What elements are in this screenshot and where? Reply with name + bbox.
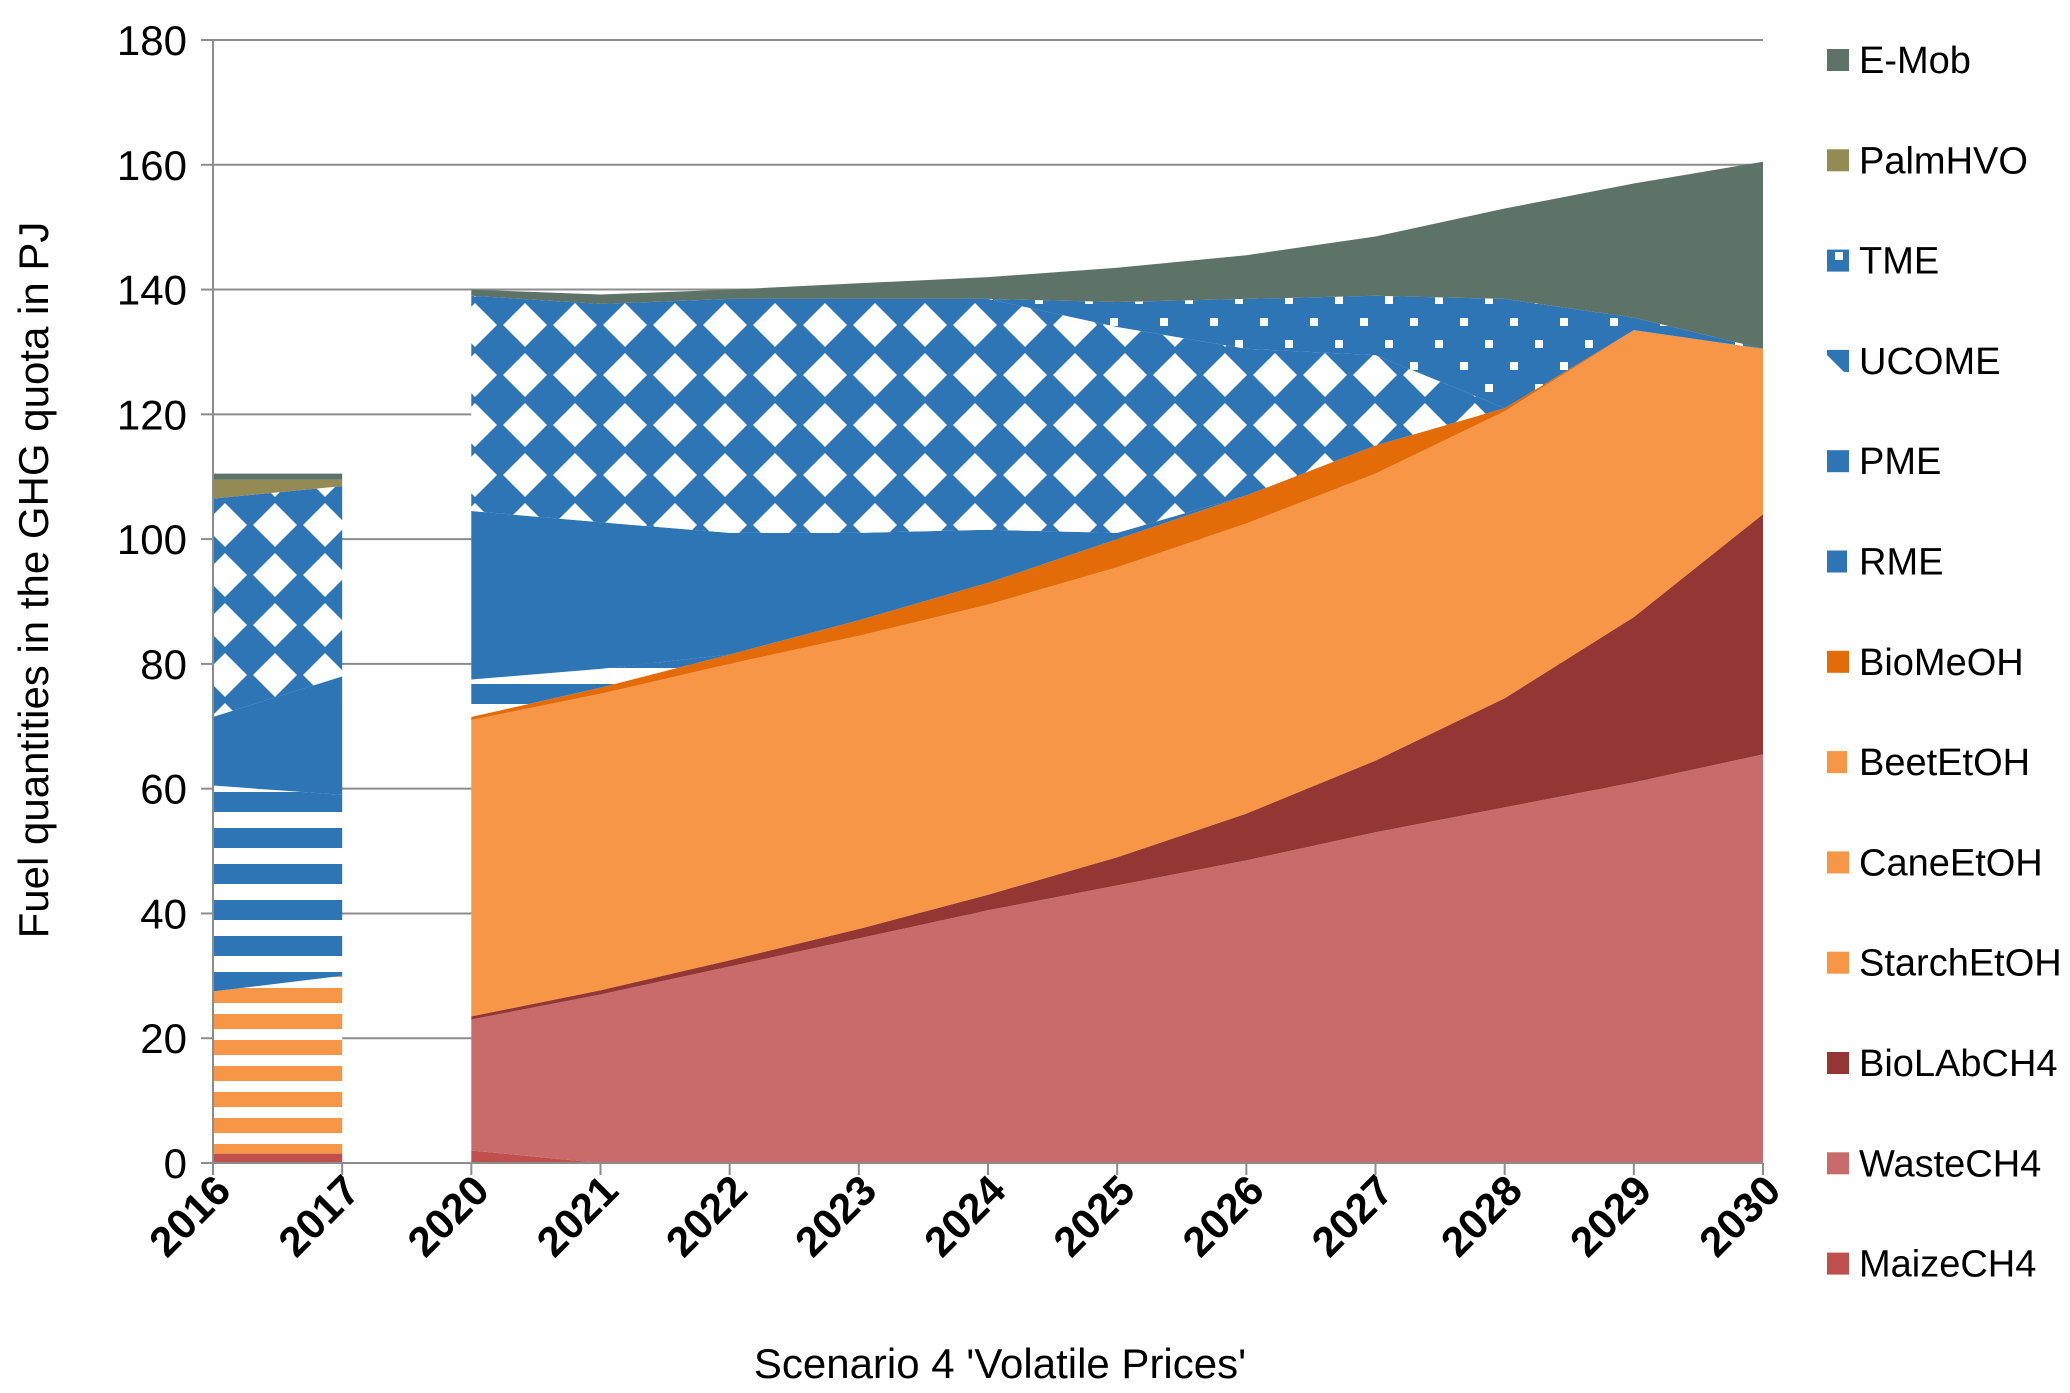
legend-label-ucome: UCOME bbox=[1859, 341, 2000, 383]
area-ucome-seg2 bbox=[471, 295, 1763, 533]
x-tick-label-2020: 2020 bbox=[398, 1166, 497, 1265]
area-e-mob-seg1 bbox=[213, 473, 343, 480]
y-tick-label-100: 100 bbox=[117, 516, 187, 563]
legend-label-caneetoh: CaneEtOH bbox=[1859, 842, 2043, 884]
x-tick-label-2017: 2017 bbox=[269, 1166, 368, 1265]
legend-swatch-wastech4 bbox=[1827, 1152, 1849, 1175]
legend-swatch-pme bbox=[1827, 450, 1849, 473]
area-pme-seg1 bbox=[213, 676, 343, 795]
legend-swatch-starchetoh bbox=[1827, 951, 1849, 974]
area-rme-seg2 bbox=[471, 330, 1763, 717]
legend-label-pme: PME bbox=[1859, 441, 1941, 483]
y-tick-label-160: 160 bbox=[117, 142, 187, 189]
y-axis-title: Fuel quantities in the GHG quota in PJ bbox=[10, 222, 57, 939]
legend-swatch-e-mob bbox=[1827, 49, 1849, 71]
legend-label-rme: RME bbox=[1859, 542, 1943, 584]
legend-label-tme: TME bbox=[1859, 241, 1939, 283]
legend-swatch-ucome bbox=[1827, 349, 1849, 372]
x-tick-label-2022: 2022 bbox=[657, 1166, 756, 1265]
y-tick-label-140: 140 bbox=[117, 267, 187, 314]
legend-label-beetetoh: BeetEtOH bbox=[1859, 742, 2030, 784]
area-starchetoh-seg2 bbox=[471, 330, 1763, 1017]
x-tick-label-2016: 2016 bbox=[140, 1166, 239, 1265]
area-biomeoh-seg2 bbox=[471, 330, 1763, 720]
area-rme-seg1 bbox=[213, 785, 343, 992]
legend-label-maizech4: MaizeCH4 bbox=[1859, 1244, 2036, 1286]
legend-swatch-rme bbox=[1827, 550, 1847, 573]
legend-swatch-biomeoh bbox=[1827, 650, 1849, 673]
legend-swatch-biolabch4 bbox=[1827, 1052, 1849, 1074]
legend-swatch-caneetoh bbox=[1827, 851, 1849, 874]
area-pme-seg2 bbox=[471, 330, 1763, 680]
x-tick-label-2028: 2028 bbox=[1432, 1166, 1531, 1265]
area-wastech4-seg2 bbox=[471, 754, 1763, 1163]
legend-swatch-beetetoh bbox=[1827, 751, 1847, 774]
legend-label-biolabch4: BioLAbCH4 bbox=[1859, 1043, 2058, 1085]
area-tme-seg2 bbox=[471, 295, 1763, 409]
area-maizech4-seg1 bbox=[213, 1153, 343, 1163]
x-tick-label-2021: 2021 bbox=[528, 1166, 627, 1265]
x-tick-label-2024: 2024 bbox=[915, 1166, 1015, 1266]
x-tick-label-2029: 2029 bbox=[1561, 1166, 1660, 1265]
area-palmhvo-seg1 bbox=[213, 479, 343, 499]
legend-label-biomeoh: BioMeOH bbox=[1859, 642, 2024, 684]
area-layer bbox=[213, 161, 1763, 1163]
x-tick-label-2023: 2023 bbox=[786, 1166, 885, 1265]
legend-label-e-mob: E-Mob bbox=[1859, 40, 1971, 82]
area-e-mob-seg2 bbox=[471, 161, 1763, 349]
area-ucome-seg1 bbox=[213, 486, 343, 717]
area-beetetoh-seg1 bbox=[213, 975, 343, 1154]
legend-layer: E-Mob PalmHVO TME UCOME PME RME BioMeOH BeetEtO… bbox=[1827, 40, 2062, 1286]
y-tick-label-120: 120 bbox=[117, 391, 187, 438]
y-tick-label-60: 60 bbox=[140, 766, 187, 813]
legend-label-starchetoh: StarchEtOH bbox=[1859, 943, 2062, 985]
x-axis-title: Scenario 4 'Volatile Prices' bbox=[754, 1340, 1246, 1387]
x-tick-label-2026: 2026 bbox=[1173, 1166, 1272, 1265]
x-tick-label-2027: 2027 bbox=[1303, 1166, 1402, 1265]
x-tick-label-2030: 2030 bbox=[1690, 1166, 1789, 1265]
legend-swatch-tme bbox=[1827, 249, 1849, 272]
legend-swatch-palmhvo bbox=[1827, 149, 1849, 172]
y-tick-label-180: 180 bbox=[117, 17, 187, 64]
legend-swatch-maizech4 bbox=[1827, 1252, 1849, 1275]
area-biolabch4-seg2 bbox=[471, 514, 1763, 1020]
y-tick-label-0: 0 bbox=[164, 1140, 187, 1187]
legend-label-palmhvo: PalmHVO bbox=[1859, 140, 2028, 182]
y-tick-label-20: 20 bbox=[140, 1015, 187, 1062]
y-tick-label-40: 40 bbox=[140, 890, 187, 937]
y-tick-label-80: 80 bbox=[140, 641, 187, 688]
x-tick-label-2025: 2025 bbox=[1044, 1166, 1143, 1265]
legend-label-wastech4: WasteCH4 bbox=[1859, 1143, 2041, 1185]
